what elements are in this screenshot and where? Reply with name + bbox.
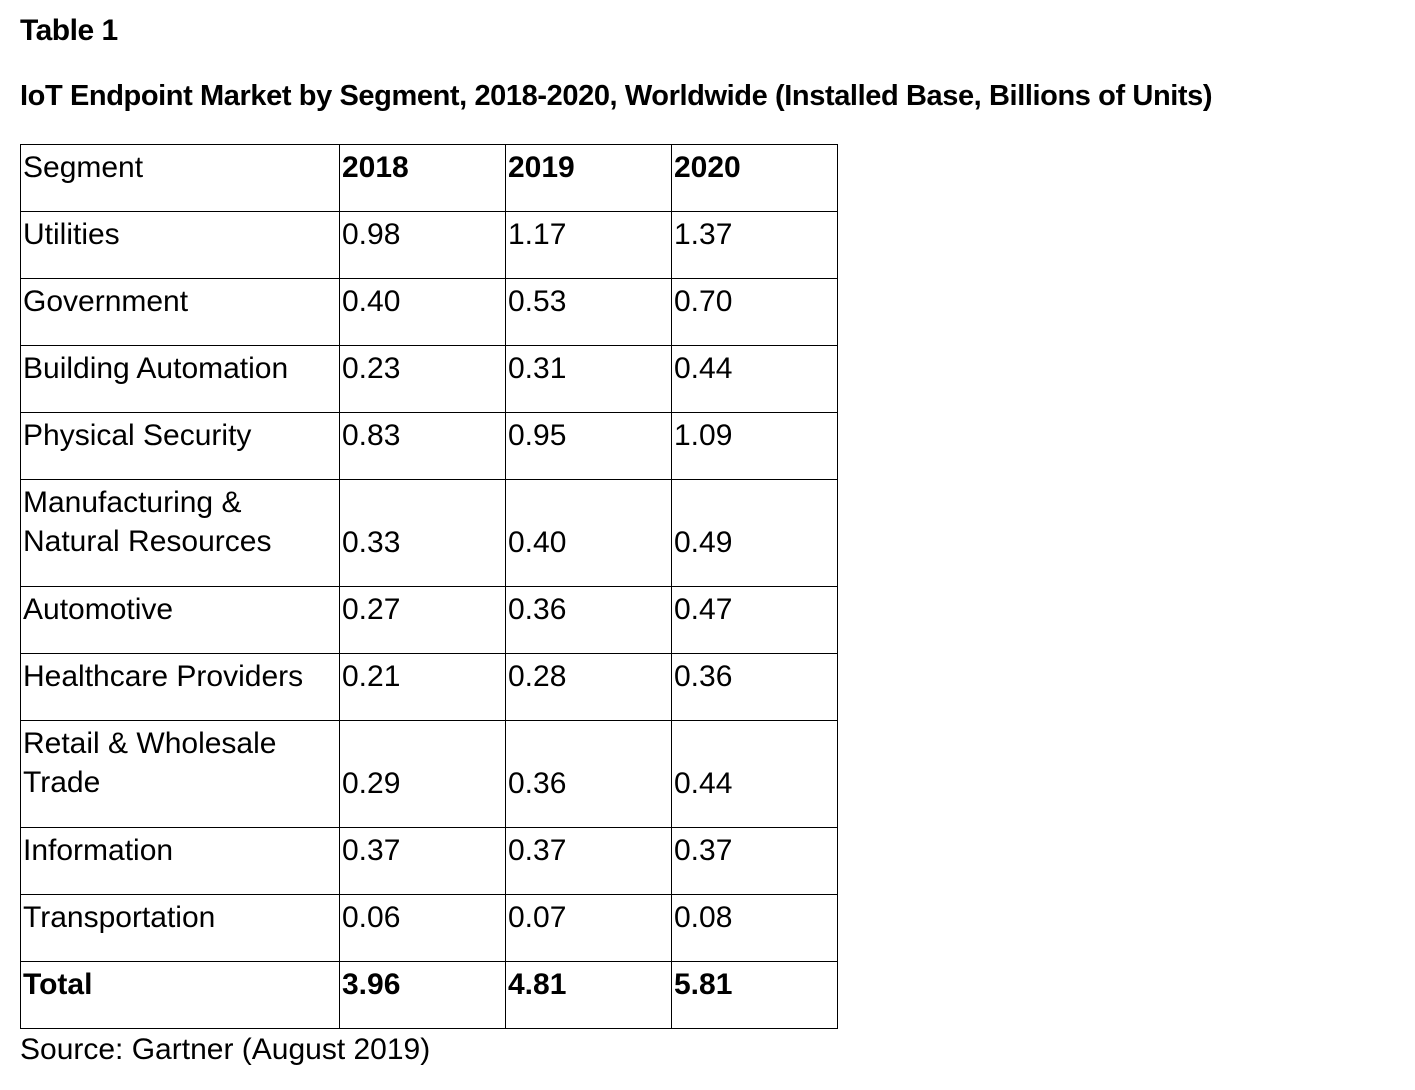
table-row: Transportation 0.06 0.07 0.08 bbox=[20, 894, 838, 962]
value-2020-cell: 0.44 bbox=[671, 345, 838, 413]
value-2020-cell: 0.37 bbox=[671, 827, 838, 895]
table-row: Information 0.37 0.37 0.37 bbox=[20, 827, 838, 895]
value-2020-cell: 1.37 bbox=[671, 211, 838, 279]
value-2019-cell: 1.17 bbox=[505, 211, 672, 279]
table-row: Manufacturing & Natural Resources 0.33 0… bbox=[20, 479, 838, 587]
table-row: Building Automation 0.23 0.31 0.44 bbox=[20, 345, 838, 413]
table-row: Government 0.40 0.53 0.70 bbox=[20, 278, 838, 346]
value-2020-cell: 0.49 bbox=[671, 479, 838, 587]
segment-cell: Retail & Wholesale Trade bbox=[20, 720, 340, 828]
segment-cell: Transportation bbox=[20, 894, 340, 962]
value-2018-cell: 0.83 bbox=[339, 412, 506, 480]
header-2018: 2018 bbox=[339, 144, 506, 212]
value-2019-cell: 0.95 bbox=[505, 412, 672, 480]
table-title: IoT Endpoint Market by Segment, 2018-202… bbox=[20, 80, 1213, 112]
total-2019-cell: 4.81 bbox=[505, 961, 672, 1029]
value-2018-cell: 0.06 bbox=[339, 894, 506, 962]
value-2019-cell: 0.36 bbox=[505, 586, 672, 654]
segment-cell: Building Automation bbox=[20, 345, 340, 413]
value-2019-cell: 0.36 bbox=[505, 720, 672, 828]
table-row: Utilities 0.98 1.17 1.37 bbox=[20, 211, 838, 279]
table-row: Retail & Wholesale Trade 0.29 0.36 0.44 bbox=[20, 720, 838, 828]
value-2020-cell: 0.08 bbox=[671, 894, 838, 962]
total-2018-cell: 3.96 bbox=[339, 961, 506, 1029]
table-row: Healthcare Providers 0.21 0.28 0.36 bbox=[20, 653, 838, 721]
total-row: Total 3.96 4.81 5.81 bbox=[20, 961, 838, 1029]
value-2018-cell: 0.21 bbox=[339, 653, 506, 721]
value-2018-cell: 0.29 bbox=[339, 720, 506, 828]
table-row: Automotive 0.27 0.36 0.47 bbox=[20, 586, 838, 654]
value-2019-cell: 0.31 bbox=[505, 345, 672, 413]
value-2020-cell: 0.47 bbox=[671, 586, 838, 654]
value-2020-cell: 0.44 bbox=[671, 720, 838, 828]
value-2019-cell: 0.07 bbox=[505, 894, 672, 962]
value-2020-cell: 0.36 bbox=[671, 653, 838, 721]
value-2018-cell: 0.40 bbox=[339, 278, 506, 346]
total-2020-cell: 5.81 bbox=[671, 961, 838, 1029]
table-label: Table 1 bbox=[20, 14, 118, 47]
total-label-cell: Total bbox=[20, 961, 340, 1029]
value-2018-cell: 0.33 bbox=[339, 479, 506, 587]
segment-cell: Physical Security bbox=[20, 412, 340, 480]
header-2019: 2019 bbox=[505, 144, 672, 212]
value-2019-cell: 0.40 bbox=[505, 479, 672, 587]
value-2020-cell: 0.70 bbox=[671, 278, 838, 346]
value-2018-cell: 0.23 bbox=[339, 345, 506, 413]
table-row: Physical Security 0.83 0.95 1.09 bbox=[20, 412, 838, 480]
segment-cell: Healthcare Providers bbox=[20, 653, 340, 721]
value-2018-cell: 0.37 bbox=[339, 827, 506, 895]
source-note: Source: Gartner (August 2019) bbox=[20, 1033, 431, 1066]
value-2018-cell: 0.27 bbox=[339, 586, 506, 654]
iot-endpoint-table: Segment 2018 2019 2020 Utilities 0.98 1.… bbox=[20, 144, 838, 1029]
header-segment: Segment bbox=[20, 144, 340, 212]
value-2018-cell: 0.98 bbox=[339, 211, 506, 279]
segment-cell: Information bbox=[20, 827, 340, 895]
header-row: Segment 2018 2019 2020 bbox=[20, 144, 838, 212]
value-2019-cell: 0.28 bbox=[505, 653, 672, 721]
segment-cell: Manufacturing & Natural Resources bbox=[20, 479, 340, 587]
value-2020-cell: 1.09 bbox=[671, 412, 838, 480]
value-2019-cell: 0.53 bbox=[505, 278, 672, 346]
segment-cell: Automotive bbox=[20, 586, 340, 654]
value-2019-cell: 0.37 bbox=[505, 827, 672, 895]
segment-cell: Utilities bbox=[20, 211, 340, 279]
header-2020: 2020 bbox=[671, 144, 838, 212]
segment-cell: Government bbox=[20, 278, 340, 346]
